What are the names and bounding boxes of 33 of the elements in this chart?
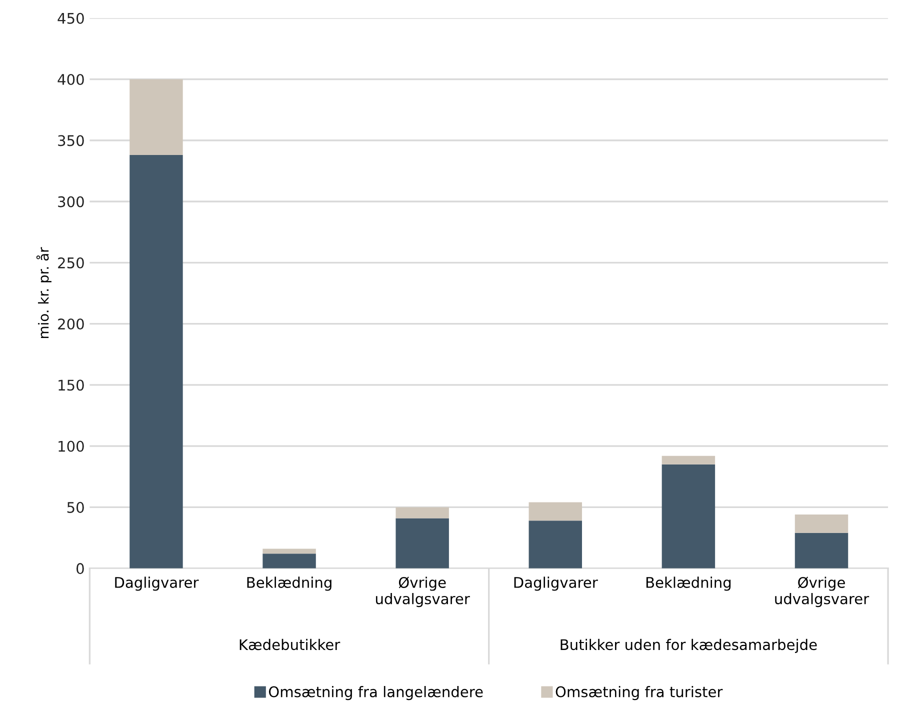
y-tick-label: 200 [58, 318, 84, 330]
y-tick-label: 350 [58, 135, 84, 146]
y-tick-label: 300 [58, 196, 84, 208]
x-tick-label: Beklædning [646, 576, 731, 591]
x-tick-label: Øvrige udvalgsvarer [376, 576, 470, 608]
bar [794, 514, 848, 533]
bar [794, 532, 848, 568]
bar [396, 507, 449, 518]
x-tick-label: Dagligvarer [514, 576, 598, 591]
x-tick-label: Øvrige udvalgsvarer [775, 576, 870, 608]
text: Butikker uden for kædesamarbejde [560, 638, 817, 653]
legend-label: Omsætning fra langelændere [268, 686, 483, 700]
bar [528, 502, 582, 521]
y-tick-label: 0 [76, 563, 84, 574]
bar [130, 79, 183, 156]
bar [262, 554, 316, 568]
bar [528, 520, 582, 568]
y-tick-label: 100 [58, 440, 84, 452]
x-tick-label: Dagligvarer [115, 576, 199, 591]
legend-label: Omsætning fra turister [556, 686, 723, 700]
bar [262, 548, 316, 554]
y-axis-title: mio. kr. pr. år [36, 247, 52, 338]
y-tick-label: 400 [58, 74, 84, 85]
y-tick-label: 250 [58, 257, 84, 268]
bar [662, 456, 716, 464]
bar [662, 464, 716, 568]
y-tick-label: 450 [58, 12, 84, 24]
text: Kædebutikker [240, 638, 340, 650]
x-tick-label: Beklædning [247, 576, 332, 591]
bar [130, 155, 183, 568]
y-tick-label: 150 [58, 380, 84, 391]
y-tick-label: 50 [67, 502, 84, 513]
bar [396, 518, 449, 568]
